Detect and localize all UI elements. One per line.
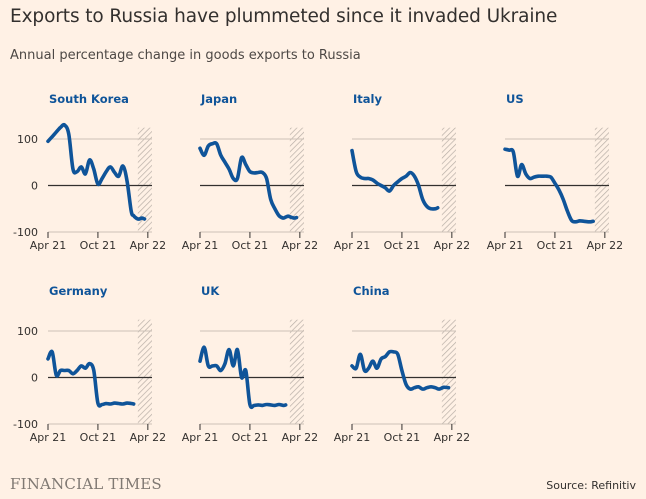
panel-title: China [353,284,390,298]
panel-title: South Korea [49,92,129,106]
y-tick-label: 0 [31,180,38,193]
series-line-germany [46,349,136,408]
x-tick-label: Oct 21 [80,239,117,252]
x-tick-label: Apr 21 [334,239,371,252]
y-tick-label: -100 [13,418,38,431]
x-tick-label: Apr 22 [130,239,167,252]
panel-title: US [506,92,524,106]
x-tick-label: Oct 21 [384,239,421,252]
series-line-japan [198,140,299,220]
x-tick-label: Apr 22 [130,431,167,444]
panel-uk: Apr 21 Oct 21 Apr 22 UK [182,284,318,444]
panel-japan: Apr 21 Oct 21 Apr 22 Japan [182,92,318,252]
panel-title: Japan [200,92,237,106]
x-tick-label: Apr 22 [434,431,471,444]
x-tick-label: Apr 22 [434,239,471,252]
x-tick-label: Apr 21 [182,239,219,252]
x-tick-label: Apr 21 [334,431,371,444]
x-tick-label: Apr 22 [282,431,319,444]
chart-subtitle: Annual percentage change in goods export… [10,48,361,63]
x-tick-label: Oct 21 [384,431,421,444]
x-tick-label: Apr 21 [30,431,67,444]
shaded-period [289,319,304,424]
y-tick-label: 100 [17,133,38,146]
series-line-italy [350,148,440,211]
shaded-period [137,127,152,232]
series-line-china [350,349,451,392]
x-tick-label: Oct 21 [80,431,117,444]
x-tick-label: Apr 21 [182,431,219,444]
x-tick-label: Apr 22 [587,239,624,252]
y-tick-label: -100 [13,226,38,239]
ft-brand-logo: FINANCIAL TIMES [10,475,162,493]
source-note: Source: Refinitiv [546,479,636,492]
y-tick-label: 100 [17,325,38,338]
panel-title: UK [201,284,220,298]
shaded-period [594,127,609,232]
x-tick-label: Oct 21 [232,431,269,444]
panel-title: Germany [49,284,108,298]
series-line-uk [198,345,288,410]
chart-title: Exports to Russia have plummeted since i… [10,6,558,27]
shaded-period [441,319,456,424]
x-tick-label: Apr 22 [282,239,319,252]
y-tick-label: 0 [31,372,38,385]
shaded-period [289,127,304,232]
shaded-period [441,127,456,232]
x-tick-label: Apr 21 [487,239,524,252]
panel-china: Apr 21 Oct 21 Apr 22 China [334,284,470,444]
panel-title: Italy [353,92,382,106]
series-line-us [503,147,595,224]
x-tick-label: Oct 21 [232,239,269,252]
x-tick-label: Apr 21 [30,239,67,252]
shaded-period [137,319,152,424]
panel-us: Apr 21 Oct 21 Apr 22 US [487,92,623,252]
panel-italy: Apr 21 Oct 21 Apr 22 Italy [334,92,470,252]
series-line-south-korea [46,122,147,221]
x-tick-label: Oct 21 [537,239,574,252]
